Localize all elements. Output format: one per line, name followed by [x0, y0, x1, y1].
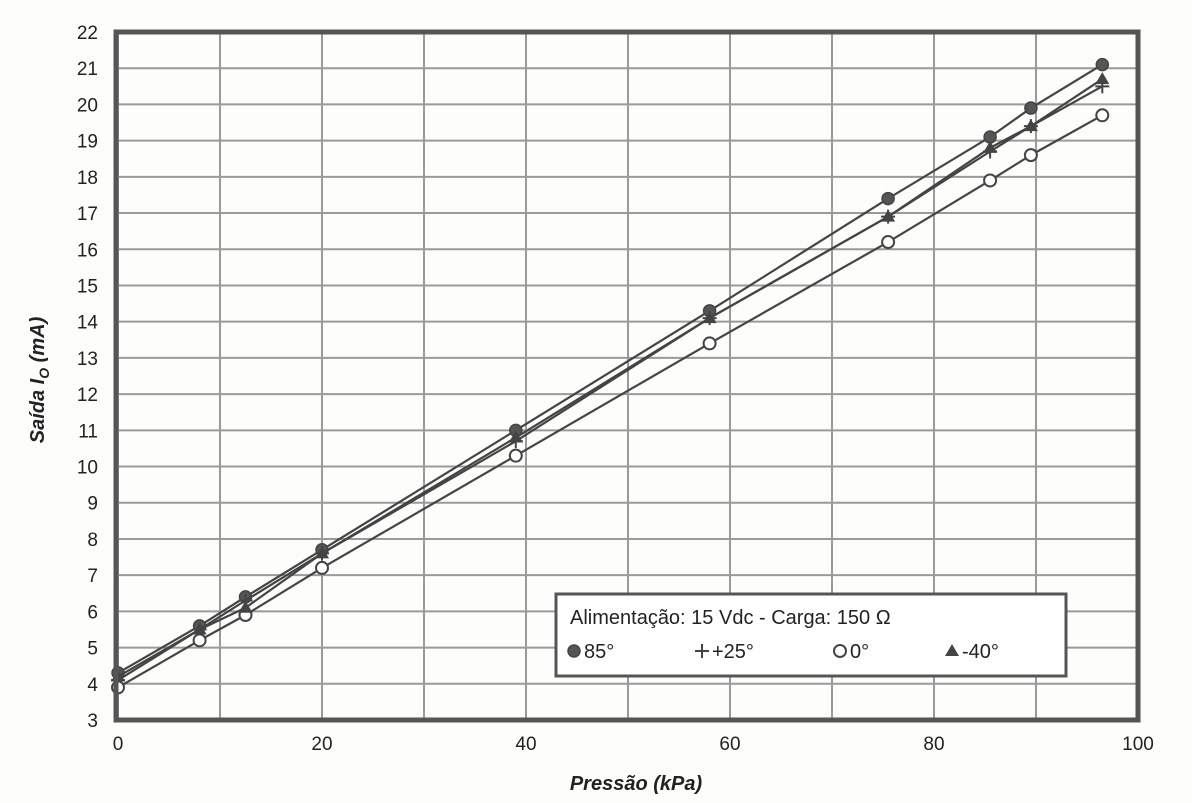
data-point-filled-circle	[1024, 101, 1038, 115]
data-point-filled-circle	[567, 644, 581, 658]
data-point-open-circle	[881, 235, 896, 250]
data-point-triangle	[702, 311, 717, 324]
data-point-filled-circle	[1095, 57, 1110, 72]
data-point-open-circle	[833, 644, 847, 658]
series-line	[117, 78, 1103, 678]
data-point-filled-circle	[881, 191, 895, 206]
data-point-triangle	[983, 140, 998, 153]
y-tick-label: 4	[87, 675, 98, 696]
y-tick-label: 6	[87, 602, 98, 623]
y-tick-label: 14	[77, 313, 99, 334]
y-tick-label: 19	[77, 132, 98, 153]
data-point-triangle	[508, 430, 523, 443]
data-point-open-circle	[1095, 108, 1110, 123]
legend-entry: 85°	[584, 641, 614, 663]
legend-title: Alimentação: 15 Vdc - Carga: 150 Ω	[570, 607, 891, 629]
x-axis-label: Pressão (kPa)	[570, 773, 703, 795]
legend-entry: +25°	[712, 641, 754, 663]
data-point-open-circle	[192, 633, 207, 648]
data-point-open-circle	[1023, 148, 1038, 163]
series-line	[117, 114, 1103, 689]
plot-frame	[113, 29, 1141, 723]
series--40	[111, 72, 1110, 682]
y-tick-label: 12	[77, 385, 98, 406]
x-tick-label: 100	[1122, 734, 1154, 755]
y-tick-label: 5	[87, 639, 98, 660]
y-tick-label: 9	[87, 494, 98, 515]
x-tick-label: 0	[113, 734, 124, 755]
y-tick-label: 20	[77, 95, 98, 116]
x-tick-label: 20	[311, 734, 332, 755]
data-point-triangle	[1023, 119, 1038, 132]
legend-entry: 0°	[850, 641, 869, 663]
x-tick-label: 80	[923, 734, 944, 755]
x-tick-label: 40	[515, 734, 536, 755]
series-group	[111, 57, 1110, 695]
series-85	[111, 57, 1110, 680]
y-axis-label: Saída IO (mA)	[27, 316, 52, 443]
y-tick-label: 17	[77, 204, 98, 225]
y-tick-label: 13	[77, 349, 98, 370]
data-point-open-circle	[702, 336, 717, 351]
data-point-triangle	[1095, 72, 1110, 85]
data-point-open-circle	[315, 560, 329, 575]
legend-entry: -40°	[962, 641, 999, 663]
y-tick-label: 16	[77, 240, 98, 261]
series-line	[117, 85, 1103, 682]
legend: Alimentação: 15 Vdc - Carga: 150 Ω 85° +2…	[554, 592, 1068, 678]
series-line	[117, 63, 1103, 674]
y-tick-label: 7	[87, 566, 98, 587]
data-point-open-circle	[983, 173, 998, 188]
data-point-triangle	[238, 600, 253, 613]
x-tick-labels: 0 20 40 60 80 100	[113, 734, 1154, 755]
data-point-triangle	[315, 546, 329, 559]
data-point-triangle	[192, 622, 207, 635]
y-tick-label: 21	[77, 59, 98, 80]
y-tick-label: 8	[87, 530, 98, 551]
y-tick-label: 3	[87, 711, 98, 732]
data-point-triangle	[945, 644, 959, 656]
data-point-open-circle	[508, 448, 523, 463]
data-point-plus	[695, 644, 709, 658]
y-tick-label: 11	[78, 421, 98, 442]
x-tick-label: 60	[719, 734, 740, 755]
y-tick-label: 22	[77, 23, 98, 44]
data-point-triangle	[881, 209, 896, 222]
y-tick-label: 10	[77, 458, 98, 479]
y-tick-label: 15	[77, 276, 98, 297]
y-tick-labels: 3 4 5 6 7 8 9 10 11 12 13 14 15 16 17 18 19 20 21 22	[77, 23, 99, 732]
y-tick-label: 18	[77, 168, 98, 189]
